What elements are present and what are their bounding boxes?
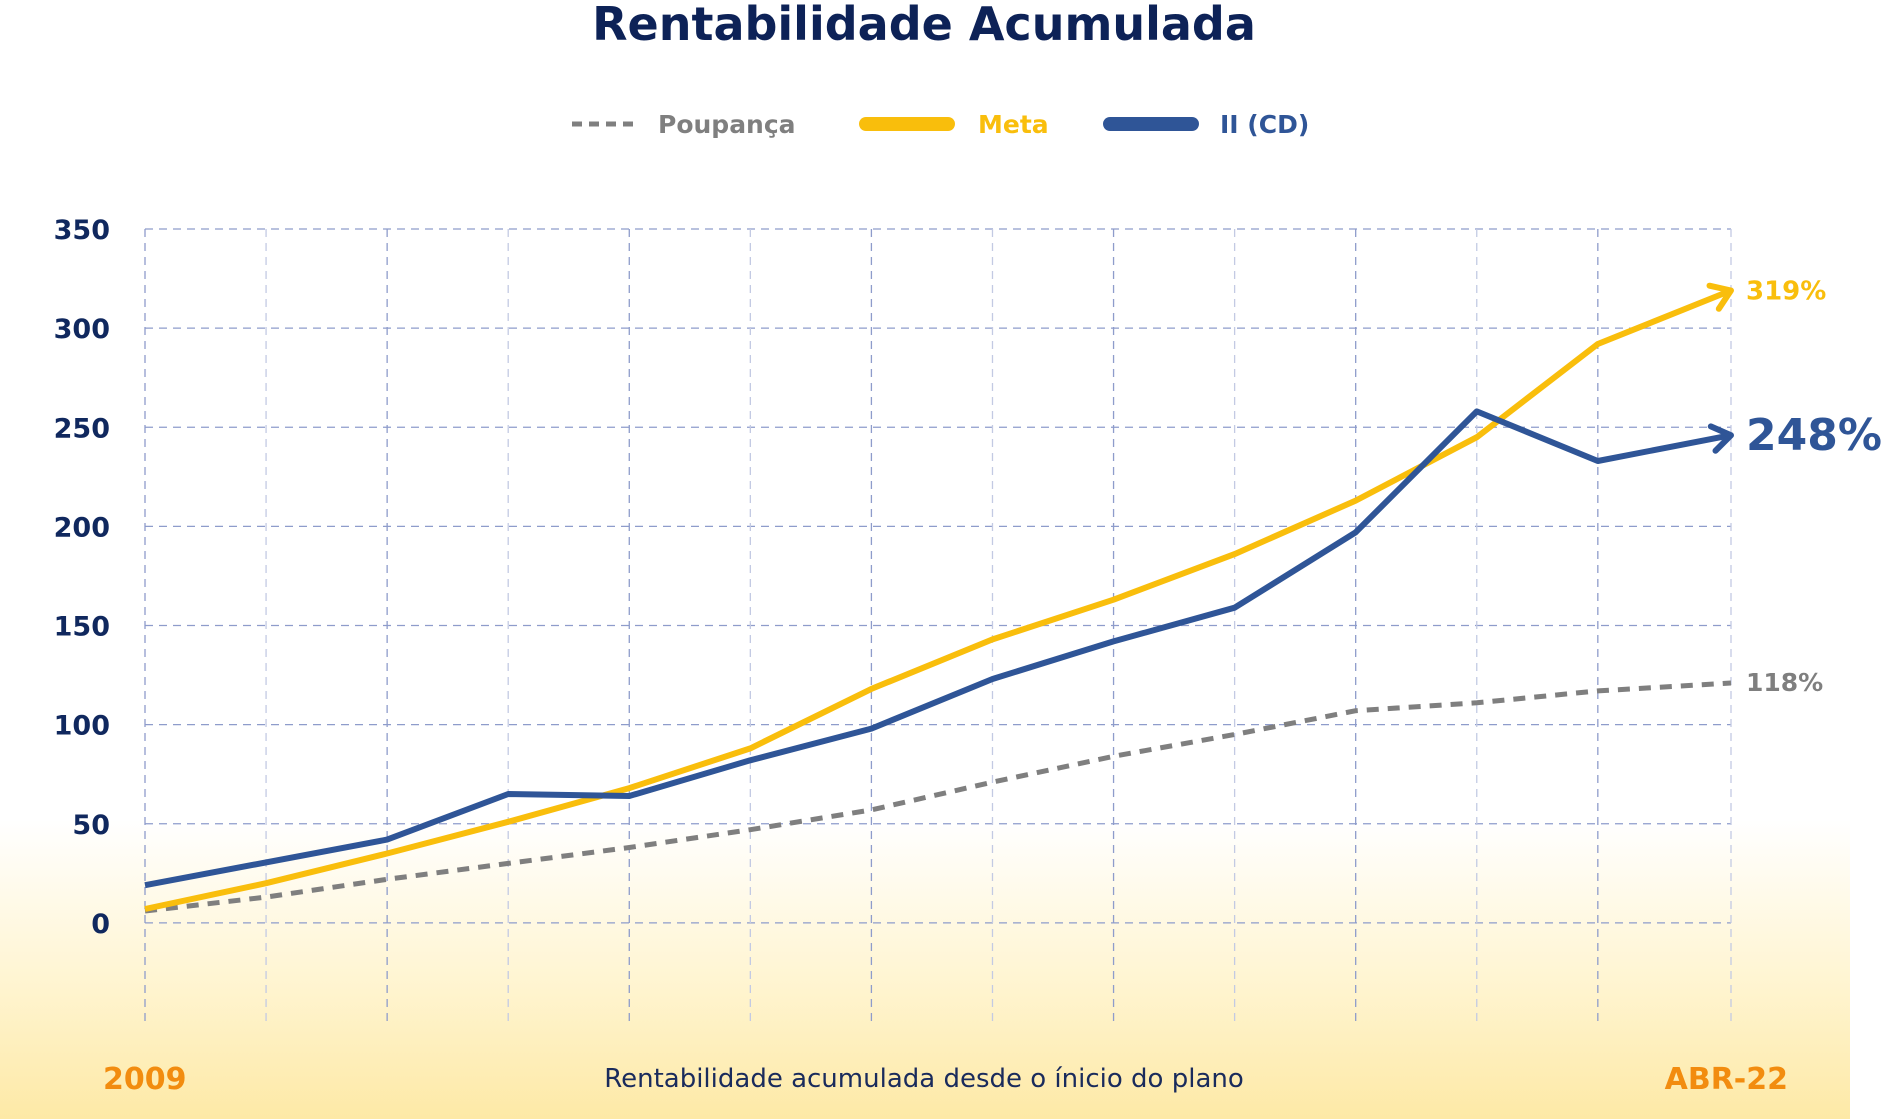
chart-title: Rentabilidade Acumulada [592, 0, 1256, 51]
y-tick-label: 200 [54, 512, 110, 543]
y-tick-label: 250 [54, 413, 110, 444]
y-tick-label: 150 [54, 612, 110, 643]
series-arrow-meta [1706, 282, 1734, 312]
x-axis-label: Rentabilidade acumulada desde o ínicio d… [604, 1064, 1244, 1094]
x-axis-end-label: ABR-22 [1665, 1062, 1788, 1097]
series-line-meta [144, 287, 1733, 912]
y-tick-label: 50 [72, 810, 110, 841]
legend-label-ii-cd: II (CD) [1220, 110, 1309, 139]
chart-legend: Poupança Meta II (CD) [572, 110, 1309, 139]
y-tick-label: 300 [54, 314, 110, 345]
end-label-poupanca: 118% [1746, 668, 1823, 697]
data-series [144, 282, 1734, 914]
series-line-poupanca [144, 680, 1732, 914]
x-axis-start-label: 2009 [103, 1062, 187, 1097]
legend-label-poupanca: Poupança [658, 110, 796, 139]
y-tick-label: 100 [54, 711, 110, 742]
end-label-meta: 319% [1746, 276, 1826, 306]
y-axis: 350 300 250 200 150 100 50 0 [54, 215, 110, 940]
series-line-ii-cd [144, 408, 1732, 889]
grid-lines [144, 228, 1732, 1022]
y-tick-label: 0 [91, 909, 110, 940]
legend-label-meta: Meta [978, 110, 1049, 139]
y-tick-label: 350 [54, 215, 110, 246]
end-label-ii-cd: 248% [1746, 410, 1882, 461]
series-arrow-ii-cd [1707, 423, 1734, 454]
end-labels: 118% 319% 248% [1746, 276, 1882, 697]
